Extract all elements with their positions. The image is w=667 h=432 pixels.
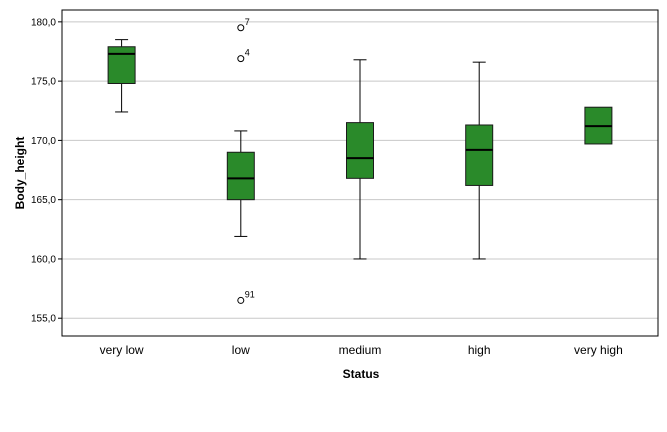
y-tick-label: 155,0 xyxy=(31,314,56,325)
box-very-low xyxy=(107,39,136,113)
x-tick-label: low xyxy=(232,343,250,357)
iqr-box xyxy=(465,124,494,186)
x-tick-label: medium xyxy=(339,343,382,357)
x-axis-ticks: very low low medium high very high xyxy=(100,343,623,357)
iqr-box xyxy=(107,46,136,84)
box-very-high xyxy=(584,106,613,145)
outlier-label: 7 xyxy=(245,17,250,27)
y-tick-label: 180,0 xyxy=(31,17,56,28)
outlier-point xyxy=(237,24,245,32)
y-tick-label: 175,0 xyxy=(31,77,56,88)
outlier-label: 91 xyxy=(245,289,255,299)
outlier-point xyxy=(237,55,245,63)
x-axis-title: Status xyxy=(343,367,380,381)
x-tick-label: high xyxy=(468,343,491,357)
outlier-label: 4 xyxy=(245,48,250,58)
y-tick-label: 165,0 xyxy=(31,195,56,206)
y-tick-label: 170,0 xyxy=(31,136,56,147)
iqr-box xyxy=(226,151,255,201)
x-tick-label: very low xyxy=(100,343,144,357)
iqr-box xyxy=(346,122,374,179)
box-high xyxy=(465,61,494,260)
box-medium xyxy=(346,59,374,260)
y-axis-title: Body_height xyxy=(13,137,27,210)
box-low: 7 4 91 xyxy=(226,17,255,304)
x-tick-label: very high xyxy=(574,343,623,357)
y-tick-label: 160,0 xyxy=(31,254,56,265)
plot-area-frame xyxy=(61,9,659,337)
y-axis-ticks: 155,0 160,0 165,0 170,0 175,0 180,0 xyxy=(31,17,62,325)
outlier-point xyxy=(237,296,245,304)
box-series: 7 4 91 xyxy=(107,17,613,304)
